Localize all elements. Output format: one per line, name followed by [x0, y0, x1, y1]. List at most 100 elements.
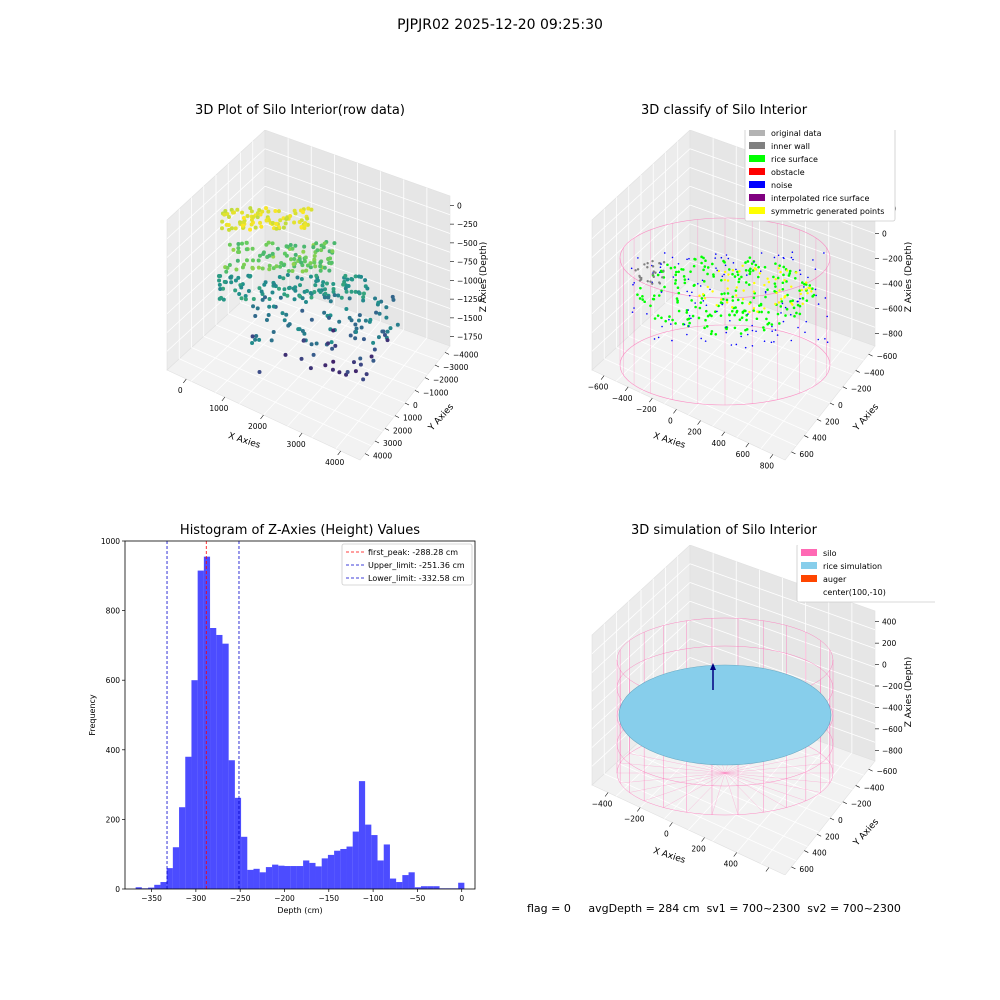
scatter-point: [255, 215, 260, 220]
rice-point: [652, 294, 656, 297]
y-tick: [434, 364, 440, 368]
y-tick-label: −3000: [443, 363, 469, 372]
noise-point: [735, 268, 737, 271]
scatter-point: [243, 297, 248, 302]
histogram-bar: [160, 882, 167, 889]
noise-point: [751, 324, 753, 327]
scatter-point: [272, 282, 277, 287]
rice-point: [691, 314, 695, 318]
histogram-bar: [247, 869, 254, 889]
rice-point: [779, 305, 783, 308]
x-tick-label: −400: [592, 800, 613, 809]
grid-line: [166, 167, 266, 258]
grid-line: [591, 619, 691, 711]
rice-point: [782, 273, 785, 277]
histogram-bar: [402, 875, 409, 889]
rice-point: [685, 311, 689, 314]
rice-point: [664, 319, 667, 323]
grid-line: [591, 563, 691, 655]
scatter-point: [277, 286, 282, 291]
rice-point: [744, 281, 748, 284]
rice-point: [723, 292, 726, 295]
histogram-bar: [148, 887, 155, 889]
scatter-point: [281, 276, 286, 281]
noise-point: [744, 346, 747, 349]
rice-point: [739, 332, 743, 335]
y-tick-label: 1000: [101, 537, 120, 546]
symmetric-point: [752, 307, 756, 310]
scatter-point: [330, 346, 335, 351]
z-tick-label: −200: [882, 255, 903, 264]
y-tick-label: −200: [851, 385, 872, 394]
histogram-bar: [315, 866, 322, 889]
noise-point: [686, 333, 688, 336]
scatter-point: [309, 342, 314, 347]
grid-line: [264, 185, 451, 253]
noise-point: [699, 285, 702, 287]
silo-spoke: [724, 772, 806, 802]
scatter-point: [257, 286, 262, 291]
scatter-point: [230, 210, 235, 215]
z-tick-label: −600: [882, 725, 903, 734]
noise-point: [777, 254, 780, 257]
rice-point: [767, 311, 770, 314]
grid-line: [591, 185, 691, 277]
scatter-point: [308, 366, 313, 371]
scatter-point: [315, 248, 320, 253]
histogram-bar: [222, 643, 229, 889]
scatter-point: [331, 282, 336, 287]
scatter-point: [251, 304, 256, 309]
grid-line: [689, 600, 876, 668]
rice-point: [774, 262, 777, 265]
rice-point: [683, 278, 687, 281]
symmetric-point: [741, 298, 745, 301]
scatter-point: [293, 285, 298, 290]
scatter-point: [301, 338, 306, 343]
z-tick-label: −1250: [457, 295, 483, 304]
x-axis-label: X Axies: [652, 431, 687, 451]
noise-point: [799, 273, 802, 276]
x-tick-label: 0: [459, 894, 464, 903]
y-tick: [829, 817, 835, 821]
histogram-bar: [290, 866, 297, 889]
noise-point: [700, 337, 702, 340]
inner-wall-point: [654, 271, 657, 274]
scatter-point: [374, 310, 379, 315]
x-axis-label: X Axies: [227, 431, 262, 451]
noise-point: [727, 257, 730, 260]
scatter-point: [313, 264, 318, 269]
rice-point: [784, 314, 787, 317]
rice-point: [757, 265, 760, 269]
scatter-point: [344, 289, 349, 294]
rice-point: [791, 299, 795, 302]
legend-label: inner wall: [771, 142, 810, 151]
rice-point: [643, 300, 646, 304]
scatter-point: [267, 253, 272, 258]
noise-point: [751, 329, 754, 332]
rice-point: [785, 280, 788, 283]
noise-point: [790, 256, 793, 259]
grid-line: [264, 148, 451, 216]
scatter-point: [353, 336, 358, 341]
x-tick-label: −200: [274, 894, 295, 903]
symmetric-point: [715, 304, 718, 307]
silo-spoke: [686, 772, 726, 813]
scatter-point: [343, 286, 348, 291]
scatter-point: [337, 319, 342, 324]
scatter-point: [322, 310, 327, 315]
rice-point: [752, 309, 756, 312]
scatter-point: [259, 289, 264, 294]
rice-point: [702, 256, 705, 260]
y-tick: [791, 451, 796, 455]
y-tick: [842, 801, 847, 804]
rice-point: [751, 269, 755, 272]
z-tick-label: 0: [457, 201, 462, 210]
legend-label: rice surface: [771, 155, 818, 164]
silo-spoke: [724, 772, 821, 793]
scatter-point: [333, 343, 338, 348]
noise-point: [705, 304, 708, 307]
histogram-bar: [303, 860, 310, 889]
noise-point: [687, 309, 690, 311]
legend-label: noise: [771, 181, 792, 190]
noise-point: [659, 266, 662, 269]
